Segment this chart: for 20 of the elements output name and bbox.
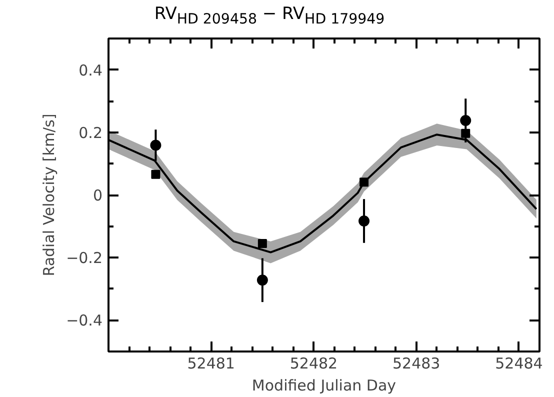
- y-tick-label: −0.4: [66, 312, 103, 330]
- point: [460, 115, 472, 126]
- point: [358, 215, 370, 226]
- y-tick-label: 0: [92, 186, 103, 204]
- x-tick-label: 52481: [187, 354, 235, 372]
- x-tick-label: 52484: [495, 354, 543, 372]
- x-tick-label: 52482: [290, 354, 338, 372]
- y-tick-label: 0.4: [78, 61, 103, 80]
- x-axis-title: Modified Julian Day: [252, 376, 396, 394]
- point: [461, 128, 470, 138]
- y-tick-label: −0.2: [66, 249, 103, 268]
- point: [256, 274, 268, 286]
- point: [258, 239, 267, 248]
- y-axis-title: Radial Velocity [km/s]: [40, 114, 58, 276]
- chart-title: RV$_{HD 209458}$ − RV$_{HD 179949}$: [153, 3, 386, 30]
- point: [360, 178, 369, 187]
- point: [150, 140, 162, 151]
- point: [151, 170, 160, 179]
- x-tick-label: 52483: [392, 354, 440, 372]
- y-tick-label: 0.2: [78, 124, 103, 142]
